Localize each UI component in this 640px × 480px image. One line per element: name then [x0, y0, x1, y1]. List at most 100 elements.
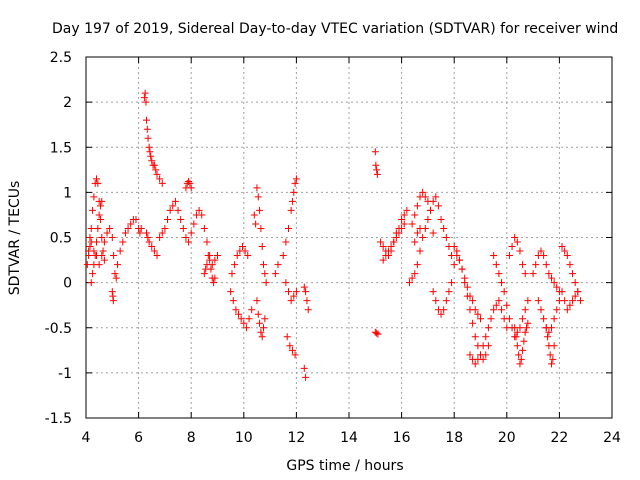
data-point	[450, 243, 458, 251]
data-point	[553, 283, 561, 291]
data-point	[93, 175, 101, 183]
x-tick-label: 18	[445, 430, 463, 446]
data-point	[437, 215, 445, 223]
data-point	[86, 234, 94, 241]
data-point	[563, 252, 571, 260]
data-point	[515, 351, 523, 359]
y-tick-label: 1.5	[50, 140, 72, 156]
data-point	[136, 229, 144, 237]
data-point	[119, 238, 127, 246]
data-point	[207, 265, 215, 273]
data-point	[403, 206, 411, 214]
y-axis-label: SDTVAR / TECUs	[7, 181, 23, 296]
data-point	[450, 261, 458, 269]
data-point	[285, 224, 293, 232]
data-point	[545, 270, 553, 278]
data-point	[505, 252, 513, 260]
data-point	[203, 261, 211, 269]
data-point	[477, 351, 484, 359]
data-point	[574, 288, 582, 296]
data-point	[96, 215, 104, 223]
data-point	[262, 279, 270, 287]
data-point	[109, 292, 117, 300]
data-point	[495, 270, 503, 278]
data-point	[211, 274, 219, 282]
data-point	[185, 178, 193, 186]
data-point	[511, 324, 519, 332]
data-point	[260, 324, 268, 332]
data-point	[142, 98, 150, 106]
data-point	[271, 270, 279, 278]
data-point	[279, 252, 287, 260]
data-point	[282, 279, 290, 287]
data-point	[416, 224, 424, 232]
data-point	[109, 297, 117, 305]
data-point	[143, 125, 151, 133]
data-point	[98, 234, 106, 241]
data-point	[419, 188, 427, 196]
data-point	[550, 315, 558, 323]
data-point	[548, 274, 556, 282]
data-point	[400, 211, 408, 219]
data-point	[566, 261, 574, 269]
data-point	[500, 288, 508, 296]
data-point	[288, 197, 296, 205]
data-point	[505, 315, 513, 323]
data-point	[235, 310, 243, 318]
data-point	[540, 252, 548, 260]
data-point	[474, 310, 482, 318]
data-point	[282, 238, 290, 246]
data-point	[421, 193, 429, 201]
data-point	[516, 360, 524, 368]
data-point	[98, 252, 106, 260]
data-point	[498, 279, 506, 287]
data-point	[503, 301, 511, 309]
data-point	[140, 94, 148, 102]
data-point	[392, 234, 400, 241]
y-tick-label: 0	[63, 276, 72, 292]
data-point	[292, 175, 300, 183]
data-point	[206, 256, 214, 264]
data-point	[153, 170, 161, 178]
data-point	[142, 116, 150, 124]
data-point	[231, 261, 239, 269]
data-point	[285, 288, 293, 296]
data-point	[152, 166, 160, 174]
data-point	[108, 234, 116, 241]
data-point	[227, 288, 235, 296]
data-point	[303, 297, 311, 305]
data-point	[461, 274, 469, 282]
data-point	[513, 238, 521, 246]
data-point	[204, 252, 212, 260]
data-point	[228, 270, 236, 278]
data-point	[484, 324, 492, 332]
data-point	[466, 351, 474, 359]
data-point	[571, 292, 579, 300]
data-point	[490, 252, 498, 260]
data-point	[304, 306, 312, 314]
data-point	[479, 342, 487, 350]
data-point	[384, 247, 392, 255]
data-point	[94, 224, 102, 232]
data-point	[238, 243, 246, 251]
data-point	[96, 202, 104, 210]
data-point	[411, 238, 419, 246]
data-point	[469, 319, 477, 327]
data-point	[195, 206, 203, 214]
grid-lines	[86, 57, 612, 418]
data-point	[198, 211, 206, 219]
data-point	[99, 247, 107, 255]
y-tick-label: 2	[63, 95, 72, 111]
data-point	[89, 206, 97, 214]
data-point	[232, 306, 240, 314]
data-point	[553, 306, 561, 314]
data-point	[287, 206, 295, 214]
data-point	[413, 261, 421, 269]
data-point	[241, 247, 249, 255]
data-point	[200, 224, 208, 232]
x-tick-label: 24	[603, 430, 621, 446]
data-point	[111, 270, 119, 278]
x-tick-labels: 4 6 8 10 12 14 16 18 20 22 24	[82, 430, 621, 446]
data-point	[534, 297, 542, 305]
data-point	[116, 247, 124, 255]
